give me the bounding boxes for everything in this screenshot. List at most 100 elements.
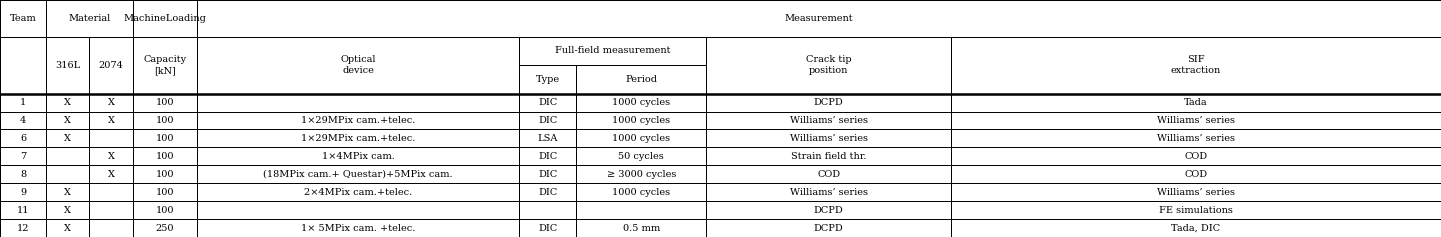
Text: MachineLoading: MachineLoading (124, 14, 206, 23)
Bar (46, 94, 89, 112)
Bar (0, 129, 46, 147)
Bar (46, 201, 89, 219)
Bar (133, 0, 197, 37)
Bar (197, 37, 519, 94)
Bar (133, 219, 197, 237)
Text: X: X (108, 152, 114, 161)
Text: SIF
extraction: SIF extraction (1172, 55, 1221, 75)
Text: 1: 1 (20, 98, 26, 107)
Text: COD: COD (1185, 152, 1208, 161)
Bar (951, 165, 1441, 183)
Bar (89, 165, 133, 183)
Text: 2074: 2074 (98, 61, 124, 70)
Bar (197, 201, 519, 219)
Bar (0, 37, 46, 94)
Text: 100: 100 (156, 206, 174, 215)
Bar (576, 165, 706, 183)
Text: X: X (65, 188, 71, 197)
Bar (951, 183, 1441, 201)
Bar (46, 165, 89, 183)
Text: 100: 100 (156, 170, 174, 179)
Bar (576, 219, 706, 237)
Bar (0, 165, 46, 183)
Bar (197, 165, 519, 183)
Bar (706, 201, 951, 219)
Text: 6: 6 (20, 134, 26, 143)
Bar (951, 112, 1441, 129)
Bar (706, 94, 951, 112)
Text: 1000 cycles: 1000 cycles (612, 188, 670, 197)
Bar (89, 183, 133, 201)
Bar (0, 94, 46, 112)
Bar (519, 37, 706, 65)
Bar (706, 165, 951, 183)
Bar (197, 147, 519, 165)
Text: DCPD: DCPD (814, 206, 843, 215)
Bar (519, 94, 576, 112)
Text: X: X (65, 223, 71, 232)
Bar (951, 94, 1441, 112)
Bar (0, 219, 46, 237)
Bar (0, 183, 46, 201)
Text: 1× 5MPix cam. +telec.: 1× 5MPix cam. +telec. (301, 223, 415, 232)
Bar (519, 112, 576, 129)
Text: Williams’ series: Williams’ series (1157, 188, 1235, 197)
Text: Williams’ series: Williams’ series (1157, 116, 1235, 125)
Bar (46, 112, 89, 129)
Bar (89, 201, 133, 219)
Bar (133, 129, 197, 147)
Bar (576, 112, 706, 129)
Text: DCPD: DCPD (814, 98, 843, 107)
Text: 50 cycles: 50 cycles (618, 152, 664, 161)
Text: DIC: DIC (537, 98, 558, 107)
Bar (46, 183, 89, 201)
Bar (519, 219, 576, 237)
Text: Measurement: Measurement (785, 14, 853, 23)
Bar (89, 147, 133, 165)
Bar (519, 183, 576, 201)
Text: 100: 100 (156, 98, 174, 107)
Bar (706, 147, 951, 165)
Text: LSA: LSA (537, 134, 558, 143)
Bar (519, 65, 576, 94)
Bar (133, 165, 197, 183)
Bar (519, 201, 576, 219)
Text: COD: COD (817, 170, 840, 179)
Text: X: X (65, 116, 71, 125)
Text: DIC: DIC (537, 170, 558, 179)
Text: 1×29MPix cam.+telec.: 1×29MPix cam.+telec. (301, 116, 415, 125)
Text: Capacity
[kN]: Capacity [kN] (144, 55, 186, 75)
Text: 1000 cycles: 1000 cycles (612, 134, 670, 143)
Bar (197, 0, 1441, 37)
Bar (951, 219, 1441, 237)
Text: 12: 12 (17, 223, 29, 232)
Text: 0.5 mm: 0.5 mm (623, 223, 660, 232)
Text: Optical
device: Optical device (340, 55, 376, 75)
Bar (0, 147, 46, 165)
Text: 7: 7 (20, 152, 26, 161)
Text: X: X (65, 134, 71, 143)
Text: Crack tip
position: Crack tip position (806, 55, 852, 75)
Bar (133, 183, 197, 201)
Bar (576, 147, 706, 165)
Text: DCPD: DCPD (814, 223, 843, 232)
Bar (576, 183, 706, 201)
Bar (0, 201, 46, 219)
Text: X: X (108, 170, 114, 179)
Bar (0, 0, 46, 37)
Bar (519, 129, 576, 147)
Bar (197, 219, 519, 237)
Text: 316L: 316L (55, 61, 81, 70)
Bar (706, 129, 951, 147)
Bar (133, 94, 197, 112)
Text: DIC: DIC (537, 188, 558, 197)
Text: Strain field thr.: Strain field thr. (791, 152, 866, 161)
Text: Williams’ series: Williams’ series (1157, 134, 1235, 143)
Text: Williams’ series: Williams’ series (790, 116, 867, 125)
Text: Material: Material (68, 14, 111, 23)
Bar (89, 219, 133, 237)
Text: 100: 100 (156, 188, 174, 197)
Text: DIC: DIC (537, 152, 558, 161)
Text: 1000 cycles: 1000 cycles (612, 116, 670, 125)
Bar (706, 37, 951, 94)
